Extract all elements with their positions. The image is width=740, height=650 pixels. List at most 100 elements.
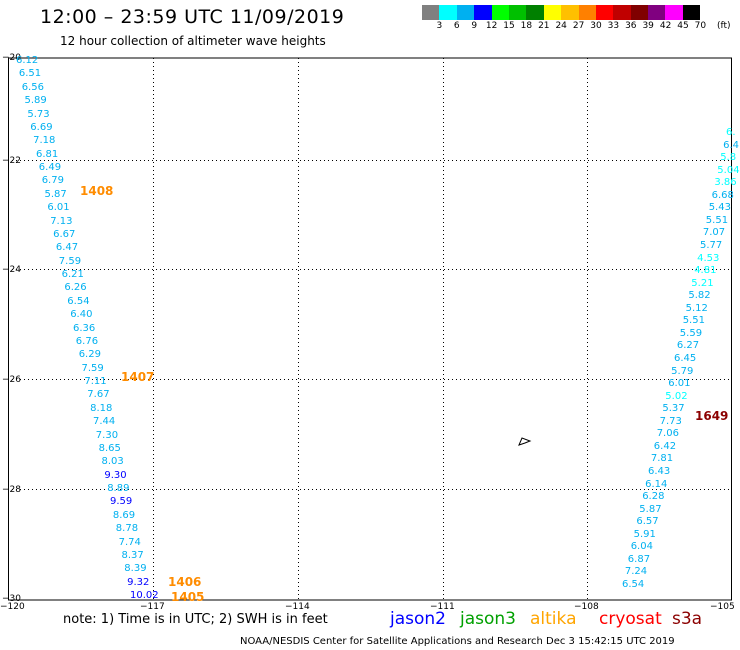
wave-height-value: 7.59: [58, 255, 82, 267]
wave-height-value: 6.76: [75, 335, 99, 347]
wave-height-value: 7.06: [656, 428, 679, 440]
map-subtitle: 12 hour collection of altimeter wave hei…: [60, 34, 326, 48]
legend-cryosat: cryosat: [599, 609, 662, 629]
wave-height-value: 8.39: [124, 563, 147, 575]
colorbar-swatch: [439, 5, 457, 20]
colorbar-label: 39: [642, 21, 654, 31]
legend-jason2: jason2: [390, 609, 446, 629]
wave-height-value: 5.04: [717, 164, 740, 176]
lat-label-24: −24: [2, 265, 21, 275]
wave-height-value: 5.87: [639, 503, 662, 515]
wave-height-value: 6.01: [668, 378, 691, 390]
colorbar-label: 45: [677, 21, 689, 31]
wave-height-value: 6.57: [636, 516, 659, 528]
colorbar-label: 27: [572, 21, 585, 31]
wave-height-value: 7.07: [702, 227, 726, 239]
pass-time-label: 1649: [695, 409, 729, 423]
colorbar-label: 6: [453, 21, 460, 31]
colorbar-label: 24: [555, 21, 567, 31]
pass-time-label: 1407: [121, 370, 155, 384]
wave-height-value: 7.24: [624, 566, 648, 578]
wave-height-value: 7.59: [81, 362, 104, 374]
wave-height-value: 6.56: [21, 81, 44, 93]
colorbar-label: 42: [659, 21, 672, 31]
colorbar-swatch: [474, 5, 492, 20]
wave-height-value: 6.67: [53, 228, 76, 240]
wave-height-value: 7.73: [659, 415, 682, 427]
map-title: 12:00 – 23:59 UTC 11/09/2019: [40, 6, 345, 28]
wave-height-value: 6.45: [674, 353, 697, 364]
wave-height-value: 5.59: [679, 327, 703, 339]
wave-height-value: 7.44: [93, 416, 116, 428]
lat-label-28: −28: [2, 485, 21, 495]
colorbar-swatch: [508, 5, 527, 20]
wave-height-value: 6.27: [676, 340, 700, 352]
wave-height-value: 6.87: [627, 553, 651, 565]
colorbar-swatch: [491, 5, 509, 20]
wave-height-value: 5.8: [720, 152, 737, 164]
colorbar-label: 70: [694, 21, 707, 31]
lon-label-108: −108: [574, 602, 599, 612]
wave-height-value: 9.59: [110, 496, 133, 508]
wave-height-value: 8.89: [107, 483, 130, 494]
wave-height-value: 7.13: [50, 215, 73, 227]
wave-height-value: 8.65: [98, 442, 121, 454]
pass-time-label: 1408: [80, 184, 114, 198]
lon-label-111: −111: [430, 602, 455, 612]
colorbar-swatch: [422, 5, 440, 20]
wave-height-value: 6.21: [61, 269, 84, 280]
wave-height-value: 7.18: [33, 135, 56, 147]
colorbar-swatch: [595, 5, 614, 20]
colorbar-swatch: [526, 5, 544, 20]
wave-height-value: 7.74: [118, 536, 141, 548]
wave-height-value: 5.87: [44, 188, 67, 200]
lon-label-114: −114: [285, 602, 310, 612]
colorbar-label: 12: [485, 21, 498, 31]
wave-height-value: 5.43: [708, 202, 731, 214]
credit-line: NOAA/NESDIS Center for Satellite Applica…: [240, 636, 675, 647]
wave-height-value: 8.37: [121, 549, 144, 561]
wave-height-value: 6.69: [30, 121, 53, 133]
colorbar-swatch: [648, 5, 666, 20]
colorbar-swatch: [665, 5, 683, 20]
lon-label-120: −120: [0, 602, 25, 612]
lon-label-105: −105: [710, 602, 735, 612]
wave-height-value: 5.77: [700, 240, 723, 251]
wave-height-value: 6.79: [41, 175, 64, 187]
wave-height-value: 9.30: [104, 469, 127, 481]
wave-height-value: 4.81: [694, 265, 717, 277]
legend-jason3: jason3: [460, 609, 516, 629]
wave-height-value: 5.51: [705, 214, 729, 226]
wave-height-value: 6.42: [653, 440, 677, 452]
colorbar-label: 36: [625, 21, 637, 31]
wave-height-value: 5.02: [665, 390, 688, 402]
colorbar-label: 21: [538, 21, 550, 31]
wave-height-value: 6.01: [47, 202, 70, 214]
wave-height-value: 6.12: [16, 55, 39, 66]
pass-time-label: 1406: [168, 575, 202, 589]
wave-height-value: 6.28: [642, 491, 665, 503]
lon-label-117: −117: [140, 602, 165, 612]
wave-height-value: 4.53: [697, 252, 720, 264]
wave-height-value: 5.79: [671, 365, 694, 377]
colorbar-swatch: [613, 5, 631, 20]
wave-height-value: 8.78: [115, 523, 139, 535]
wave-height-value: 8.03: [101, 456, 124, 468]
colorbar-swatch: [456, 5, 475, 20]
colorbar-label: 3: [436, 21, 443, 31]
wave-height-value: 10.02: [130, 590, 159, 601]
wave-height-value: 6.68: [711, 189, 734, 201]
colorbar-swatch: [578, 5, 596, 20]
wave-height-value: 5.73: [27, 108, 50, 120]
colorbar-label: 33: [607, 21, 620, 31]
wave-height-value: 6.04: [630, 541, 653, 553]
wave-height-value: 6.14: [645, 478, 668, 490]
colorbar-unit: (ft): [717, 21, 731, 31]
colorbar-label: 18: [520, 21, 533, 31]
colorbar-swatch: [543, 5, 562, 20]
wave-height-value: 5.12: [685, 302, 708, 314]
wave-height-value: 7.11: [84, 376, 107, 387]
wave-height-value: 7.67: [87, 389, 110, 401]
